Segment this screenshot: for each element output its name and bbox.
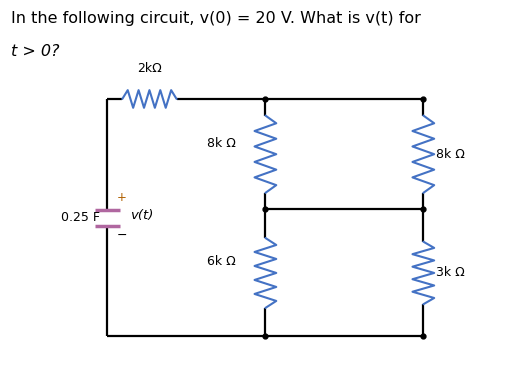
Text: 6k Ω: 6k Ω (207, 255, 236, 268)
Text: v(t): v(t) (130, 209, 153, 222)
Text: 3k Ω: 3k Ω (436, 266, 465, 279)
Text: 8k Ω: 8k Ω (436, 148, 465, 161)
Text: In the following circuit, v(0) = 20 V. What is v(t) for: In the following circuit, v(0) = 20 V. W… (11, 11, 421, 26)
Text: 8k Ω: 8k Ω (207, 137, 236, 150)
Text: 2kΩ: 2kΩ (137, 62, 162, 75)
Text: 0.25 F: 0.25 F (61, 211, 100, 224)
Text: +: + (116, 191, 126, 204)
Text: t > 0?: t > 0? (11, 44, 60, 59)
Text: −: − (116, 229, 127, 242)
